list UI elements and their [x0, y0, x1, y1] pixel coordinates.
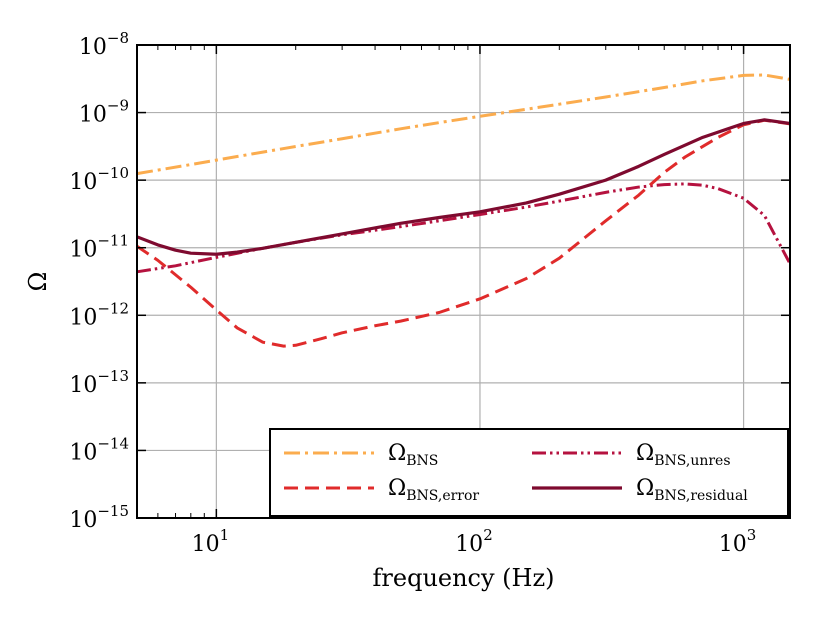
series-line-0: [136, 73, 791, 176]
legend-label-main: Ω: [636, 476, 654, 501]
series-line-3: [136, 118, 791, 256]
y-tick-label: 10−8: [79, 29, 129, 60]
series-layer: [136, 73, 792, 348]
y-tick-exponent: −8: [107, 29, 129, 47]
legend-label-main: Ω: [388, 476, 406, 501]
y-tick-label: 10−11: [69, 232, 129, 263]
series-line-1: [136, 182, 792, 274]
y-tick-label: 10−15: [69, 502, 129, 533]
y-tick-base: 10: [69, 238, 97, 263]
y-tick-exponent: −13: [97, 367, 129, 385]
y-tick-base: 10: [69, 170, 97, 195]
x-tick-exponent: 1: [220, 526, 230, 544]
y-tick-exponent: −14: [97, 434, 129, 452]
y-tick-exponent: −15: [97, 502, 129, 520]
y-tick-exponent: −11: [97, 232, 129, 250]
x-tick-label: 102: [455, 526, 493, 557]
y-tick-exponent: −9: [107, 97, 129, 115]
y-tick-base: 10: [79, 35, 107, 60]
y-tick-label: 10−14: [69, 434, 129, 465]
x-tick-base: 10: [455, 532, 483, 557]
legend-entry-2: ΩBNS,error: [388, 476, 479, 504]
legend-entry-0: ΩBNS: [388, 441, 438, 469]
legend-entry-3: ΩBNS,residual: [636, 476, 748, 504]
y-tick-base: 10: [69, 440, 97, 465]
x-axis-title: frequency (Hz): [373, 564, 555, 592]
y-tick-label: 10−10: [69, 164, 129, 195]
x-tick-base: 10: [719, 532, 747, 557]
y-tick-base: 10: [69, 373, 97, 398]
y-tick-exponent: −12: [97, 299, 129, 317]
legend-label-sub: BNS,residual: [654, 488, 748, 504]
x-tick-exponent: 3: [747, 526, 757, 544]
y-tick-base: 10: [69, 305, 97, 330]
y-tick-base: 10: [79, 103, 107, 128]
y-axis-title: Ω: [24, 272, 52, 292]
x-tick-label: 101: [192, 526, 230, 557]
x-tick-labels: 101 102 103: [192, 526, 757, 557]
series-line-2: [136, 118, 791, 348]
y-tick-label: 10−13: [69, 367, 129, 398]
plot-area-frame: [136, 44, 791, 519]
legend-label-sub: BNS,unres: [654, 453, 730, 469]
legend-label-main: Ω: [636, 441, 654, 466]
legend-entry-1: ΩBNS,unres: [636, 441, 731, 469]
y-tick-base: 10: [69, 508, 97, 533]
legend-frame: [269, 428, 789, 517]
legend-label-sub: BNS: [406, 453, 438, 469]
x-tick-label: 103: [719, 526, 757, 557]
y-tick-label: 10−9: [79, 97, 129, 128]
y-tick-label: 10−12: [69, 299, 129, 330]
x-tick-base: 10: [192, 532, 220, 557]
y-tick-exponent: −10: [97, 164, 129, 182]
x-tick-exponent: 2: [483, 526, 493, 544]
legend-label-main: Ω: [388, 441, 406, 466]
legend-label-sub: BNS,error: [406, 488, 479, 504]
